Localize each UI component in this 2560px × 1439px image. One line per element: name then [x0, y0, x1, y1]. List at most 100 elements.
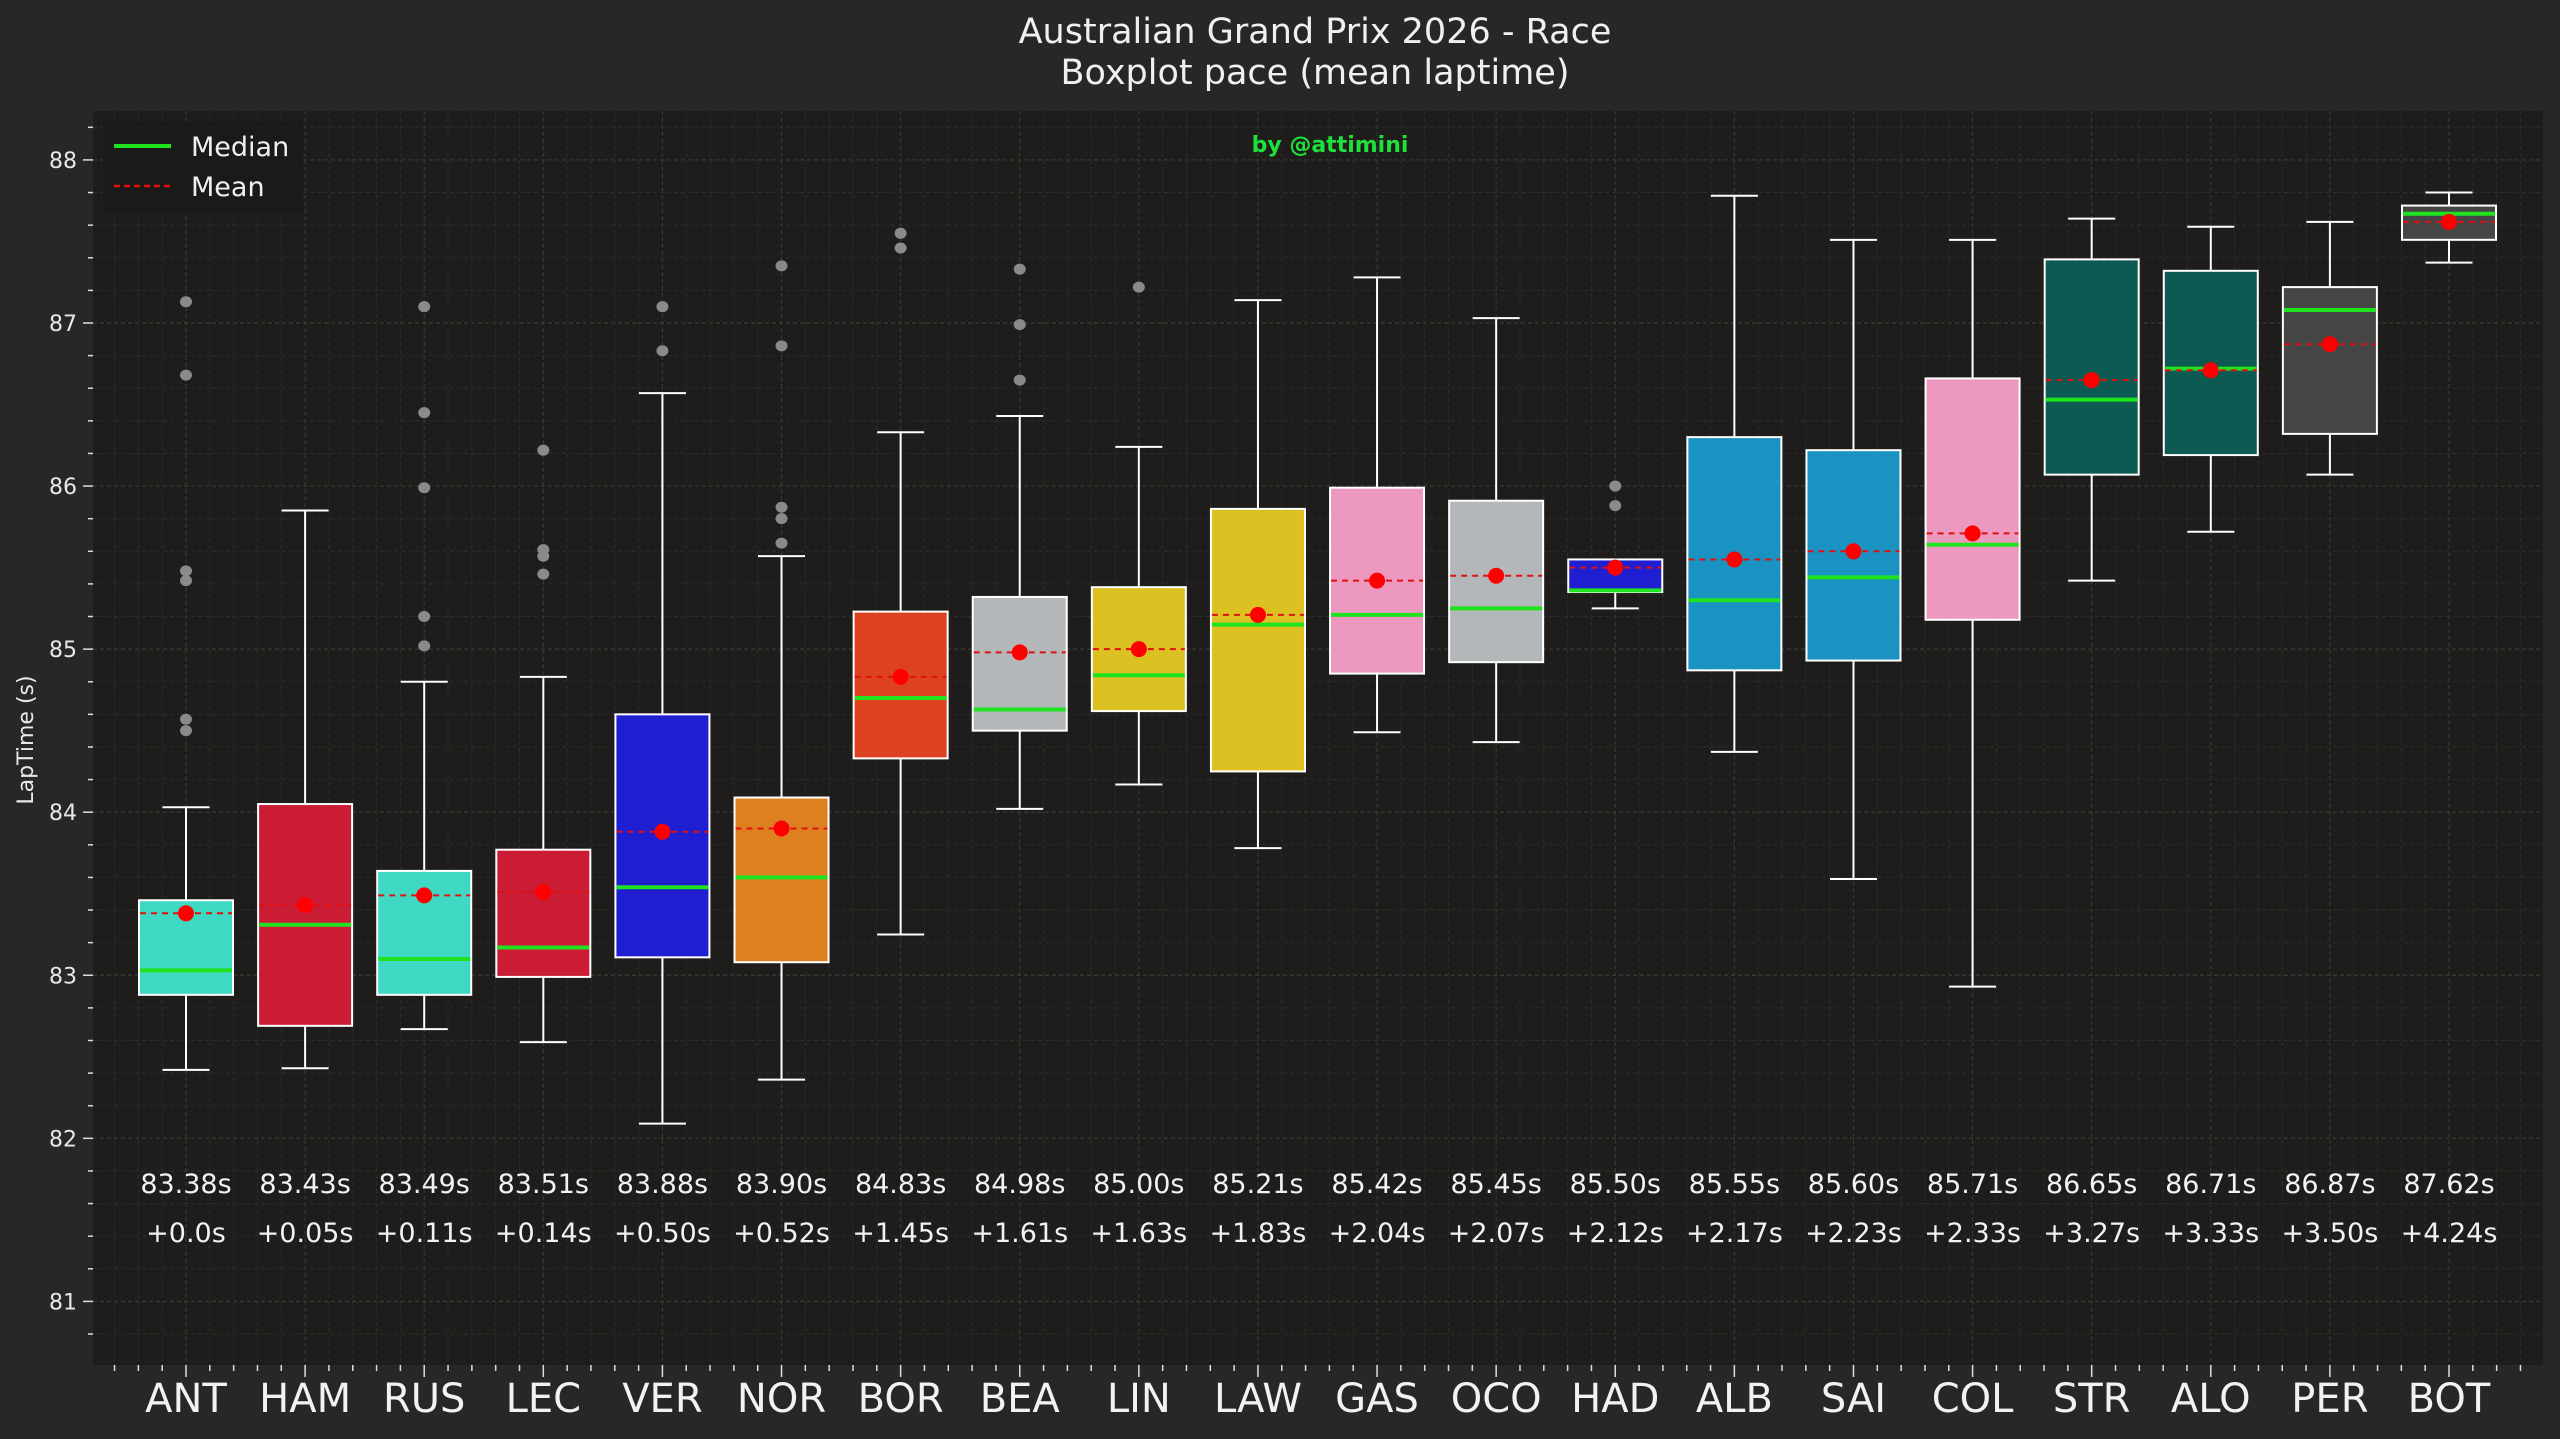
mean-marker: [1726, 551, 1742, 567]
gap-label: +1.83s: [1210, 1218, 1307, 1249]
mean-marker: [1607, 560, 1623, 576]
box-iqr: [854, 612, 948, 759]
mean-marker: [535, 884, 551, 900]
outlier-point: [776, 260, 788, 271]
mean-label: 83.51s: [498, 1169, 589, 1200]
mean-label: 83.38s: [140, 1169, 231, 1200]
y-tick-label: 86: [49, 475, 77, 500]
x-tick-label: BEA: [980, 1376, 1061, 1422]
mean-marker: [1250, 607, 1266, 623]
mean-label: 85.71s: [1927, 1169, 2018, 1200]
box-iqr: [2045, 259, 2139, 474]
gap-label: +3.50s: [2281, 1218, 2378, 1249]
box-iqr: [1926, 378, 2020, 619]
mean-marker: [1845, 543, 1861, 559]
x-tick-label: VER: [622, 1376, 702, 1422]
outlier-point: [180, 296, 192, 307]
gap-label: +0.50s: [614, 1218, 711, 1249]
outlier-point: [537, 445, 549, 456]
outlier-point: [418, 640, 430, 651]
x-tick-label: NOR: [737, 1376, 826, 1422]
x-tick-label: OCO: [1451, 1376, 1542, 1422]
box-iqr: [496, 850, 590, 977]
outlier-point: [776, 513, 788, 524]
x-tick-label: LAW: [1214, 1376, 1302, 1422]
mean-label: 85.60s: [1808, 1169, 1899, 1200]
y-axis-label: LapTime (s): [14, 675, 39, 804]
gap-label: +0.11s: [376, 1218, 473, 1249]
outlier-point: [418, 407, 430, 418]
outlier-point: [1609, 481, 1621, 492]
mean-label: 85.00s: [1093, 1169, 1184, 1200]
outlier-point: [180, 714, 192, 725]
outlier-point: [656, 345, 668, 356]
gap-label: +4.24s: [2401, 1218, 2498, 1249]
y-tick-label: 88: [49, 149, 77, 174]
outlier-point: [895, 228, 907, 239]
outlier-point: [537, 569, 549, 580]
outlier-point: [180, 370, 192, 381]
mean-marker: [178, 905, 194, 921]
gap-label: +2.07s: [1448, 1218, 1545, 1249]
outlier-point: [1014, 264, 1026, 275]
mean-label: 86.71s: [2165, 1169, 2256, 1200]
gap-label: +0.0s: [146, 1218, 226, 1249]
gap-label: +2.33s: [1924, 1218, 2021, 1249]
y-tick-label: 84: [49, 801, 77, 826]
outlier-point: [180, 565, 192, 576]
x-tick-label: BOT: [2408, 1376, 2491, 1422]
mean-label: 85.21s: [1212, 1169, 1303, 1200]
mean-label: 84.98s: [974, 1169, 1065, 1200]
outlier-point: [418, 611, 430, 622]
x-tick-label: ALB: [1696, 1376, 1773, 1422]
gap-label: +0.52s: [733, 1218, 830, 1249]
mean-marker: [1965, 525, 1981, 541]
legend-mean-label: Mean: [191, 172, 265, 203]
gap-label: +2.17s: [1686, 1218, 1783, 1249]
mean-label: 85.42s: [1331, 1169, 1422, 1200]
mean-marker: [416, 887, 432, 903]
gap-label: +2.04s: [1329, 1218, 1426, 1249]
mean-label: 85.50s: [1570, 1169, 1661, 1200]
gap-label: +1.61s: [971, 1218, 1068, 1249]
outlier-point: [1609, 500, 1621, 511]
mean-marker: [1131, 641, 1147, 657]
mean-label: 86.65s: [2046, 1169, 2137, 1200]
mean-label: 86.87s: [2284, 1169, 2375, 1200]
gap-label: +3.27s: [2043, 1218, 2140, 1249]
outlier-point: [180, 575, 192, 586]
y-tick-label: 83: [49, 964, 77, 989]
chart-title: Australian Grand Prix 2026 - Race: [1019, 12, 1612, 52]
gap-label: +3.33s: [2162, 1218, 2259, 1249]
x-tick-label: BOR: [858, 1376, 944, 1422]
box-iqr: [258, 804, 352, 1026]
outlier-point: [656, 301, 668, 312]
gap-label: +2.12s: [1567, 1218, 1664, 1249]
mean-label: 85.55s: [1689, 1169, 1780, 1200]
mean-label: 83.43s: [259, 1169, 350, 1200]
mean-label: 83.88s: [617, 1169, 708, 1200]
x-tick-label: PER: [2291, 1376, 2368, 1422]
mean-marker: [774, 821, 790, 837]
y-tick-label: 82: [49, 1127, 77, 1152]
legend-median-label: Median: [191, 132, 289, 163]
mean-label: 87.62s: [2403, 1169, 2494, 1200]
outlier-point: [895, 242, 907, 253]
outlier-point: [776, 340, 788, 351]
x-tick-label: STR: [2053, 1376, 2131, 1422]
mean-label: 84.83s: [855, 1169, 946, 1200]
y-tick-label: 85: [49, 638, 77, 663]
x-tick-label: GAS: [1335, 1376, 1419, 1422]
x-tick-label: COL: [1932, 1376, 2014, 1422]
chart-subtitle: Boxplot pace (mean laptime): [1061, 53, 1570, 93]
mean-label: 83.90s: [736, 1169, 827, 1200]
watermark: by @attimini: [1252, 133, 1409, 158]
mean-marker: [2203, 362, 2219, 378]
gap-label: +0.05s: [257, 1218, 354, 1249]
mean-marker: [1012, 644, 1028, 660]
box-iqr: [1211, 509, 1305, 772]
mean-marker: [1488, 568, 1504, 584]
x-tick-label: ALO: [2171, 1376, 2251, 1422]
mean-marker: [2441, 214, 2457, 230]
